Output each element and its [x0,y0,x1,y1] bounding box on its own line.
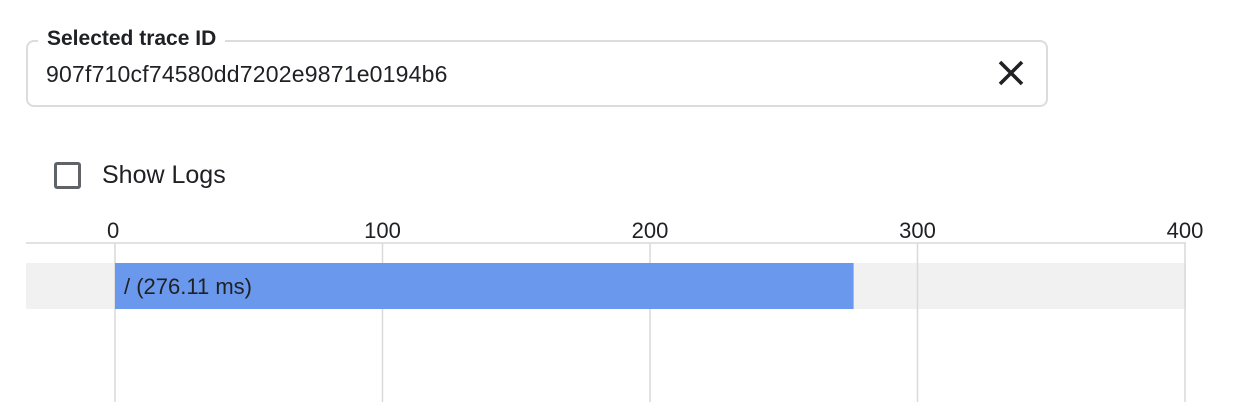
trace-timeline-chart: 0 100 200 300 400 [26,218,1204,402]
trace-id-field[interactable] [26,40,1048,107]
x-tick-label: 0 [107,218,119,243]
show-logs-checkbox[interactable] [54,161,81,189]
close-icon[interactable] [997,59,1025,87]
span-bar[interactable] [115,263,854,309]
clear-trace-button[interactable] [990,52,1032,94]
x-tick-label: 200 [632,218,669,243]
show-logs-label: Show Logs [102,161,226,189]
x-tick-label: 400 [1167,218,1204,243]
x-tick-label: 300 [899,218,936,243]
show-logs-row[interactable]: Show Logs [54,159,226,191]
x-tick-label: 100 [364,218,401,243]
trace-id-label: Selected trace ID [38,27,226,51]
trace-id-value[interactable]: 907f710cf74580dd7202e9871e0194b6 [46,61,448,87]
span-label: / (276.11 ms) [124,274,252,299]
